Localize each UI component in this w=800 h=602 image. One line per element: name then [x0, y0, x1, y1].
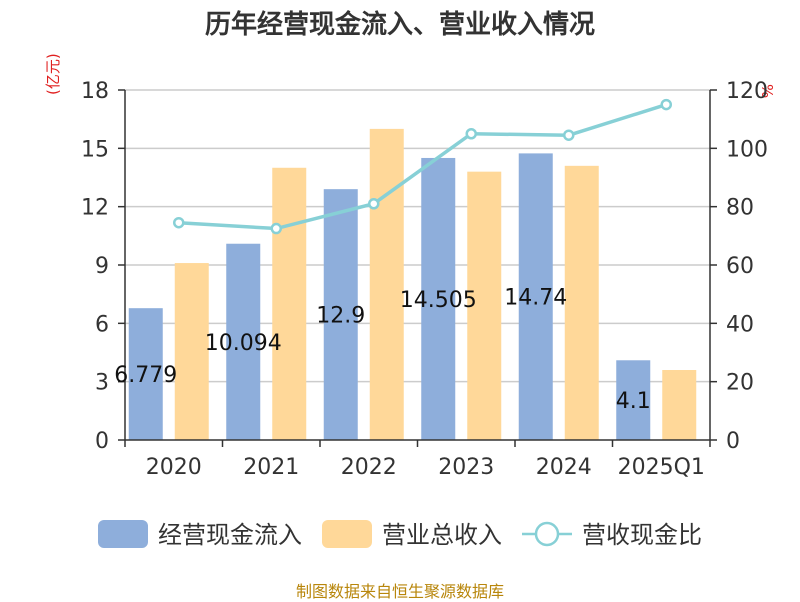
- chart-title: 历年经营现金流入、营业收入情况: [204, 10, 595, 40]
- bar-cash-inflow: [128, 308, 163, 440]
- left-tick-label: 12: [81, 196, 109, 221]
- legend-label: 营业总收入: [382, 521, 502, 549]
- bar-cash-inflow: [226, 243, 261, 440]
- grid-lines: [125, 89, 710, 383]
- data-labels-layer: 6.779 10.094 12.9 14.505 14.74 4.1: [114, 286, 650, 414]
- ratio-line: [178, 102, 667, 231]
- bar-cash-inflow: [616, 360, 651, 440]
- x-tick-label: 2025Q1: [618, 455, 705, 480]
- ratio-point: [465, 128, 477, 140]
- x-tick-label: 2021: [243, 455, 299, 480]
- left-tick-label: 6: [95, 312, 109, 337]
- bars-layer: [128, 128, 697, 441]
- legend: 经营现金流入 营业总收入 营收现金比: [98, 520, 702, 549]
- legend-swatch: [322, 520, 372, 548]
- line-layer: [173, 98, 672, 235]
- data-label: 10.094: [205, 331, 282, 356]
- axes-layer: 0 3 6 9 12 15 18 0 20 40 60 80 100 120 2020 2021 2022 202…: [81, 79, 768, 480]
- x-tick-label: 2022: [341, 455, 397, 480]
- bar-cash-inflow: [518, 153, 553, 440]
- right-tick-label: 80: [726, 196, 754, 221]
- legend-swatch: [98, 520, 148, 548]
- right-tick-label: 40: [726, 312, 754, 337]
- ratio-point: [368, 198, 380, 210]
- bar-revenue: [662, 370, 697, 440]
- ratio-point: [660, 98, 672, 111]
- right-tick-label: 120: [726, 79, 768, 104]
- left-tick-label: 0: [95, 429, 109, 454]
- legend-label: 营收现金比: [582, 521, 702, 549]
- data-label: 14.505: [400, 288, 477, 313]
- bar-revenue: [564, 165, 599, 441]
- bar-cash-inflow: [421, 157, 456, 441]
- bar-revenue: [174, 263, 209, 440]
- x-tick-label: 2024: [536, 455, 592, 480]
- ratio-point: [270, 222, 282, 235]
- right-tick-label: 20: [726, 371, 754, 396]
- right-tick-label: 0: [726, 429, 740, 454]
- bar-cash-inflow: [323, 189, 358, 440]
- ratio-point: [563, 129, 575, 141]
- bar-revenue: [369, 128, 404, 440]
- legend-marker: [534, 521, 560, 547]
- right-tick-label: 60: [726, 254, 754, 279]
- x-tick-label: 2020: [146, 455, 202, 480]
- legend-label: 经营现金流入: [158, 521, 302, 549]
- data-label: 12.9: [316, 304, 365, 329]
- ratio-point: [173, 216, 185, 229]
- data-label: 6.779: [114, 363, 177, 388]
- bar-revenue: [467, 171, 502, 440]
- left-tick-label: 18: [81, 79, 109, 104]
- source-note: 制图数据来自恒生聚源数据库: [295, 582, 504, 601]
- left-tick-label: 15: [81, 137, 109, 162]
- data-label: 14.74: [504, 286, 567, 311]
- right-tick-label: 100: [726, 137, 768, 162]
- bar-revenue: [272, 167, 307, 440]
- left-tick-label: 9: [95, 254, 109, 279]
- x-tick-label: 2023: [438, 455, 494, 480]
- left-tick-label: 3: [95, 371, 109, 396]
- data-label: 4.1: [616, 389, 651, 414]
